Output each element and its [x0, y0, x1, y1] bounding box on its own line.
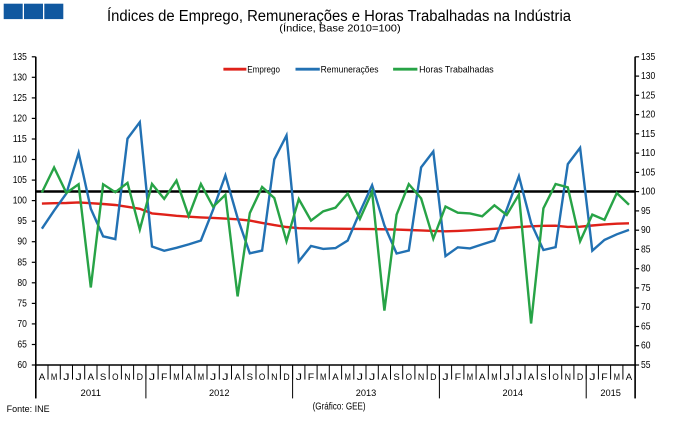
svg-text:125: 125 [13, 93, 27, 104]
svg-text:J: J [516, 372, 523, 383]
svg-text:A: A [528, 372, 535, 383]
svg-text:70: 70 [641, 302, 651, 313]
svg-text:2012: 2012 [209, 388, 230, 399]
svg-text:A: A [626, 372, 633, 383]
svg-text:O: O [112, 372, 118, 383]
svg-text:M: M [345, 372, 351, 383]
svg-text:85: 85 [641, 244, 651, 255]
svg-text:2013: 2013 [356, 388, 377, 399]
svg-text:55: 55 [641, 360, 651, 371]
svg-text:Emprego: Emprego [247, 65, 280, 76]
svg-text:70: 70 [17, 319, 27, 330]
svg-text:A: A [332, 372, 339, 383]
svg-text:F: F [161, 372, 168, 383]
svg-text:90: 90 [641, 225, 651, 236]
svg-text:A: A [186, 372, 193, 383]
svg-text:135: 135 [641, 52, 655, 63]
svg-text:2011: 2011 [81, 388, 102, 399]
svg-text:M: M [173, 372, 179, 383]
svg-text:80: 80 [17, 278, 27, 289]
svg-text:65: 65 [641, 322, 651, 333]
svg-text:J: J [442, 372, 449, 383]
svg-text:2015: 2015 [600, 388, 621, 399]
svg-text:J: J [75, 372, 82, 383]
svg-text:95: 95 [641, 206, 651, 217]
svg-text:A: A [39, 372, 46, 383]
svg-text:J: J [63, 372, 70, 383]
svg-text:O: O [552, 372, 558, 383]
svg-text:100: 100 [13, 196, 27, 207]
svg-text:115: 115 [641, 129, 655, 140]
svg-text:60: 60 [641, 341, 651, 352]
svg-text:M: M [51, 372, 57, 383]
svg-text:S: S [247, 372, 253, 383]
svg-text:M: M [198, 372, 204, 383]
svg-text:O: O [259, 372, 265, 383]
svg-text:N: N [271, 372, 277, 383]
svg-text:J: J [210, 372, 217, 383]
svg-text:N: N [418, 372, 424, 383]
svg-text:D: D [137, 372, 143, 383]
svg-text:J: J [589, 372, 596, 383]
svg-text:A: A [381, 372, 388, 383]
svg-text:75: 75 [641, 283, 651, 294]
svg-text:O: O [406, 372, 412, 383]
svg-text:110: 110 [641, 148, 655, 159]
svg-text:M: M [320, 372, 326, 383]
svg-text:M: M [467, 372, 473, 383]
svg-text:(Gráfico: GEE): (Gráfico: GEE) [313, 401, 366, 413]
svg-text:J: J [357, 372, 364, 383]
svg-text:90: 90 [17, 237, 27, 248]
svg-text:120: 120 [641, 110, 655, 121]
svg-text:F: F [601, 372, 608, 383]
svg-text:S: S [100, 372, 106, 383]
svg-text:135: 135 [13, 52, 27, 63]
svg-text:(Índice, Base 2010=100): (Índice, Base 2010=100) [279, 21, 400, 34]
svg-text:105: 105 [13, 175, 27, 186]
svg-text:110: 110 [13, 155, 27, 166]
svg-text:F: F [455, 372, 462, 383]
svg-text:M: M [614, 372, 620, 383]
svg-text:2014: 2014 [503, 388, 524, 399]
svg-text:J: J [504, 372, 511, 383]
svg-text:Fonte: INE: Fonte: INE [7, 404, 50, 414]
svg-text:Índices de Emprego, Remuneraç: Índices de Emprego, Remunerações e Horas… [107, 8, 571, 25]
svg-text:100: 100 [641, 187, 655, 198]
svg-text:D: D [577, 372, 583, 383]
svg-text:D: D [283, 372, 289, 383]
svg-text:75: 75 [17, 298, 27, 309]
svg-text:105: 105 [641, 167, 655, 178]
svg-text:80: 80 [641, 264, 651, 275]
svg-text:115: 115 [13, 134, 27, 145]
svg-text:J: J [296, 372, 303, 383]
svg-text:A: A [234, 372, 241, 383]
svg-text:F: F [308, 372, 315, 383]
svg-text:N: N [124, 372, 130, 383]
svg-text:130: 130 [13, 72, 27, 83]
svg-text:M: M [491, 372, 497, 383]
svg-text:J: J [222, 372, 229, 383]
svg-text:S: S [540, 372, 546, 383]
svg-text:J: J [149, 372, 156, 383]
svg-text:95: 95 [17, 216, 27, 227]
svg-text:Remunerações: Remunerações [321, 65, 379, 76]
svg-text:J: J [369, 372, 376, 383]
svg-text:120: 120 [13, 113, 27, 124]
svg-text:N: N [565, 372, 571, 383]
svg-text:A: A [88, 372, 95, 383]
svg-text:Horas Trabalhadas: Horas Trabalhadas [419, 65, 494, 76]
svg-text:85: 85 [17, 257, 27, 268]
svg-text:60: 60 [17, 360, 27, 371]
svg-text:S: S [393, 372, 399, 383]
svg-text:D: D [430, 372, 436, 383]
svg-text:A: A [479, 372, 486, 383]
svg-text:65: 65 [17, 340, 27, 351]
svg-text:125: 125 [641, 90, 655, 101]
svg-text:130: 130 [641, 71, 655, 82]
